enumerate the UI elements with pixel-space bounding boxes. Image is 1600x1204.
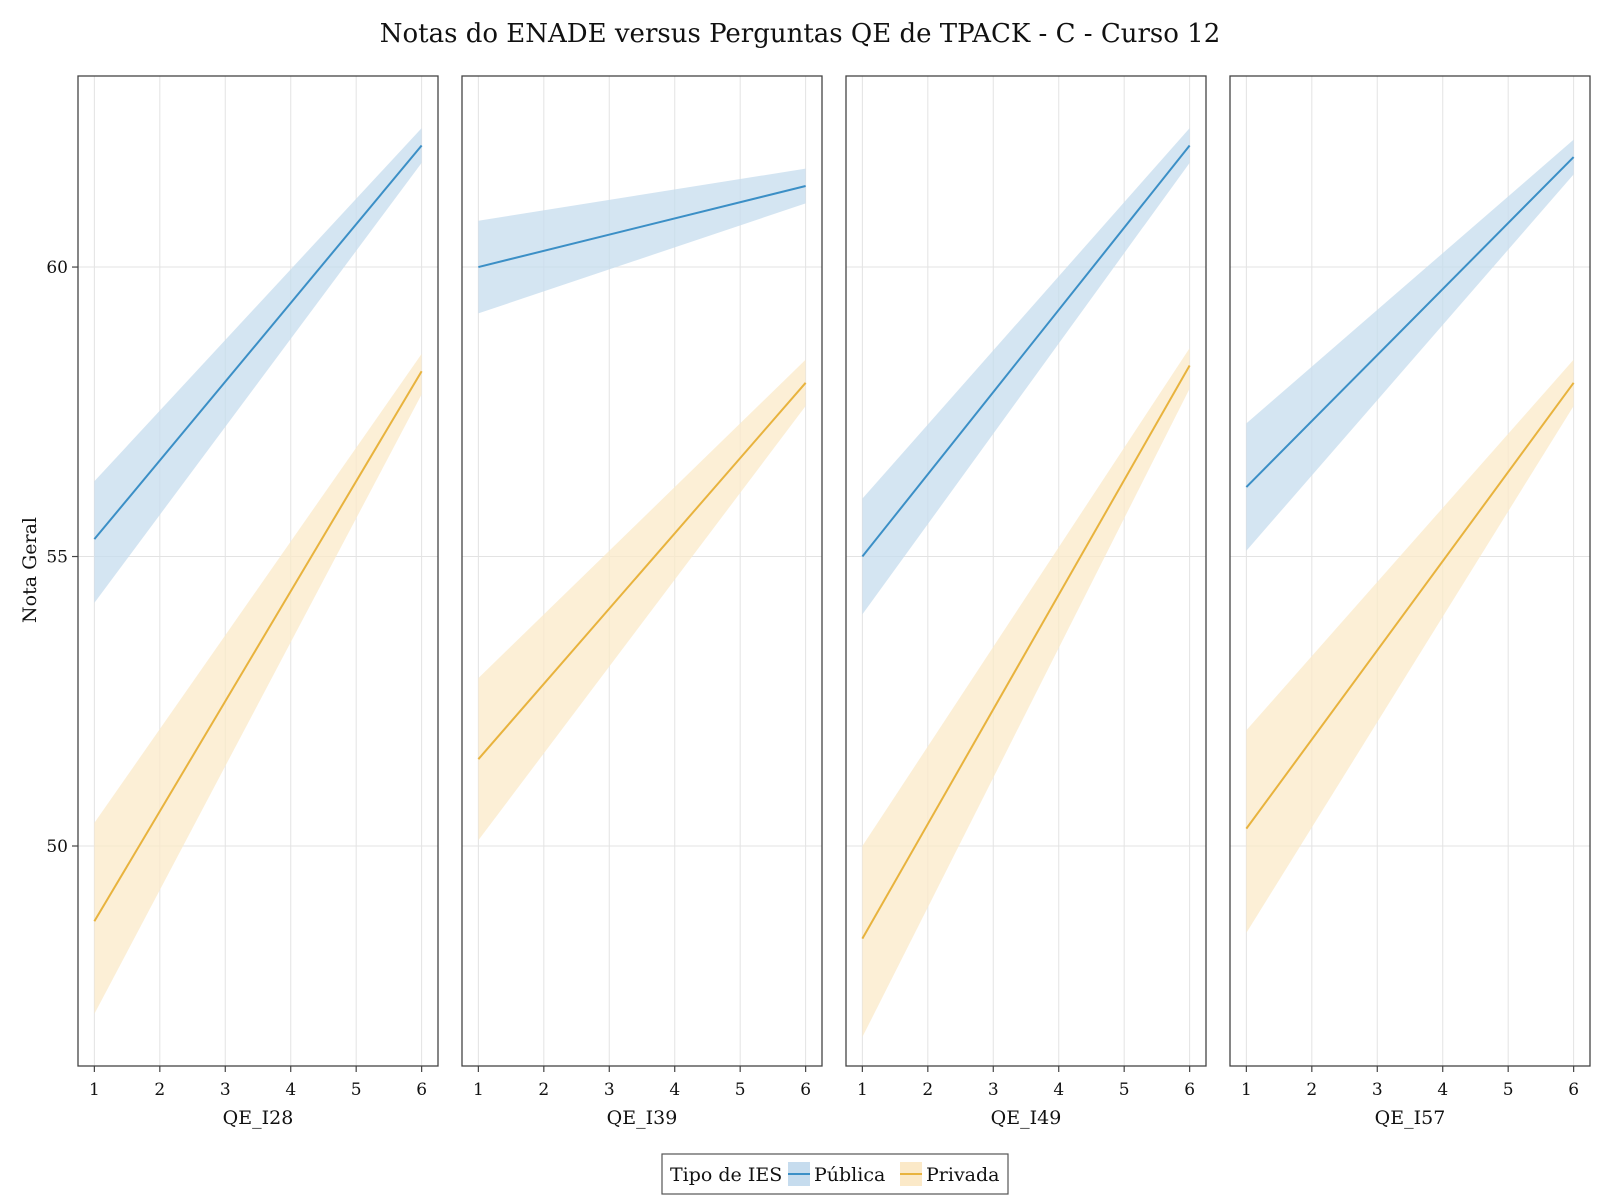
confidence-band-privada bbox=[478, 359, 806, 841]
legend-box bbox=[661, 1153, 1009, 1195]
series-line-privada bbox=[861, 364, 1191, 940]
x-tick-label: 1 bbox=[857, 1080, 868, 1100]
x-tick-label: 2 bbox=[922, 1080, 933, 1100]
panel-frame bbox=[77, 75, 439, 1067]
y-axis-label: Nota Geral bbox=[19, 517, 41, 623]
x-tick-label: 4 bbox=[1053, 1080, 1064, 1100]
legend-title: Tipo de IES bbox=[670, 1164, 782, 1186]
confidence-band-pública bbox=[94, 128, 422, 603]
x-tick-label: 2 bbox=[538, 1080, 549, 1100]
panel-1: 1 2 3 4 5 6 QE_I28 50 55 60 bbox=[46, 75, 439, 1129]
x-axis-label: QE_I28 bbox=[223, 1107, 294, 1129]
x-axis-label: QE_I57 bbox=[1375, 1107, 1446, 1129]
confidence-band-privada bbox=[94, 353, 422, 1014]
series-line-pública bbox=[1245, 156, 1575, 488]
x-tick-label: 4 bbox=[285, 1080, 296, 1100]
series-line-pública bbox=[478, 185, 806, 269]
x-tick-label: 3 bbox=[220, 1080, 231, 1100]
panel-frame bbox=[1229, 75, 1591, 1067]
x-tick-label: 6 bbox=[800, 1080, 811, 1100]
panel-2: 1 2 3 4 5 6 QE_I39 bbox=[461, 75, 823, 1129]
x-tick-label: 1 bbox=[89, 1080, 100, 1100]
x-tick-label: 4 bbox=[669, 1080, 680, 1100]
series-line-pública bbox=[861, 144, 1191, 558]
panel-3: 1 2 3 4 5 6 QE_I49 bbox=[845, 75, 1207, 1129]
x-tick-label: 2 bbox=[154, 1080, 165, 1100]
x-tick-label: 1 bbox=[473, 1080, 484, 1100]
series-line-privada bbox=[477, 382, 807, 760]
x-tick-label: 5 bbox=[735, 1080, 746, 1100]
legend-label-privada: Privada bbox=[926, 1164, 1000, 1186]
y-tick-label: 50 bbox=[46, 837, 68, 857]
panels: 1 2 3 4 5 6 QE_I28 50 55 60 1 2 3 4 5 6 QE_I39 1 2 3 4 5 6 QE_I… bbox=[46, 75, 1591, 1129]
confidence-band-privada bbox=[1246, 359, 1574, 933]
x-tick-label: 1 bbox=[1241, 1080, 1252, 1100]
x-tick-label: 3 bbox=[988, 1080, 999, 1100]
panel-4: 1 2 3 4 5 6 QE_I57 bbox=[1229, 75, 1591, 1129]
x-tick-label: 6 bbox=[1184, 1080, 1195, 1100]
y-tick-label: 55 bbox=[46, 548, 68, 568]
confidence-band-privada bbox=[862, 348, 1190, 1038]
x-tick-label: 4 bbox=[1437, 1080, 1448, 1100]
x-tick-label: 6 bbox=[1568, 1080, 1579, 1100]
y-tick-label: 60 bbox=[46, 258, 68, 278]
x-axis-label: QE_I39 bbox=[607, 1107, 678, 1129]
x-tick-label: 6 bbox=[416, 1080, 427, 1100]
legend: Tipo de IES Pública Privada bbox=[661, 1153, 1009, 1195]
x-tick-label: 5 bbox=[351, 1080, 362, 1100]
legend-label-pública: Pública bbox=[814, 1164, 885, 1186]
confidence-band-pública bbox=[478, 168, 806, 314]
x-tick-label: 3 bbox=[1372, 1080, 1383, 1100]
panel-frame bbox=[845, 75, 1207, 1067]
panel-frame bbox=[461, 75, 823, 1067]
x-tick-label: 5 bbox=[1503, 1080, 1514, 1100]
x-tick-label: 2 bbox=[1306, 1080, 1317, 1100]
series-line-pública bbox=[93, 144, 423, 540]
confidence-band-pública bbox=[862, 128, 1190, 615]
x-tick-label: 5 bbox=[1119, 1080, 1130, 1100]
chart-title: Notas do ENADE versus Perguntas QE de TP… bbox=[380, 19, 1220, 49]
series-line-privada bbox=[93, 370, 423, 922]
x-axis-label: QE_I49 bbox=[991, 1107, 1062, 1129]
x-tick-label: 3 bbox=[604, 1080, 615, 1100]
confidence-band-pública bbox=[1246, 139, 1574, 551]
series-line-privada bbox=[1245, 382, 1575, 830]
